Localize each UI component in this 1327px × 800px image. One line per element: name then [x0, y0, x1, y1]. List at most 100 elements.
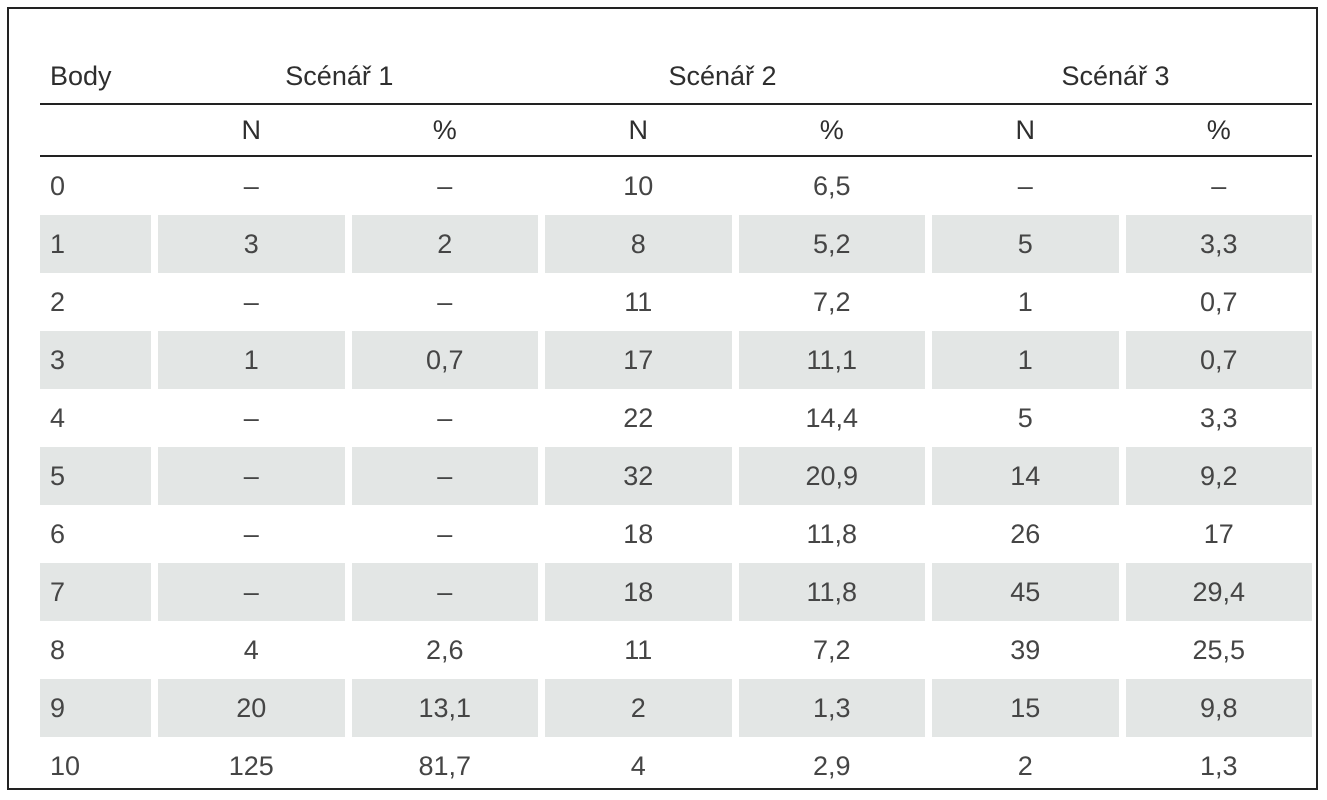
table-cell: –: [1211, 170, 1227, 201]
table-cell: 11,8: [806, 518, 858, 549]
table-cell: 15: [932, 679, 1119, 737]
table-cell: 1: [1017, 286, 1033, 317]
table-cell: 9,2: [1125, 447, 1313, 505]
subheader-empty: [40, 105, 151, 155]
table-cell: 4: [243, 634, 259, 665]
table-cell: –: [243, 170, 259, 201]
table-row: 5– –32 20,9 14 9,2: [40, 447, 1313, 505]
table-cell: –: [158, 447, 345, 505]
table-cell: 3,3: [1199, 402, 1238, 433]
table-cell-body: 0: [50, 170, 66, 201]
table-row: 6 – – 18 11,8 26 17: [40, 505, 1312, 563]
table-cell: 8: [545, 215, 732, 273]
table-cell: 14: [932, 447, 1119, 505]
subheader-n: N: [628, 114, 649, 145]
table-cell: 81,7: [418, 750, 472, 781]
table-cell: 17: [545, 331, 732, 389]
table-cell: 11: [624, 634, 653, 665]
table-cell: 26: [1010, 518, 1041, 549]
table-cell-body: 8: [50, 634, 66, 665]
table-cell-body: 4: [50, 402, 66, 433]
table-cell: 125: [228, 750, 274, 781]
table-cell: 14,4: [805, 402, 859, 433]
table-row: 4 – – 22 14,4 5 3,3: [40, 389, 1312, 447]
table-cell: 0,7: [1125, 331, 1313, 389]
table-row: 7– –18 11,8 45 29,4: [40, 563, 1313, 621]
table-cell: –: [437, 518, 453, 549]
table-cell: 32: [545, 447, 732, 505]
table-cell: –: [351, 563, 539, 621]
table-cell: 2,9: [812, 750, 851, 781]
table-cell: 11,8: [738, 563, 926, 621]
table-cell: 7,2: [812, 634, 851, 665]
table-cell: 6,5: [812, 170, 851, 201]
table-cell: –: [158, 563, 345, 621]
subheader-percent: %: [819, 114, 844, 145]
table-cell: 45: [932, 563, 1119, 621]
table-cell: 5,2: [738, 215, 926, 273]
table-cell: –: [437, 286, 453, 317]
table-cell: 1: [932, 331, 1119, 389]
subheader-n: N: [241, 114, 262, 145]
header-scenario-3: Scénář 3: [1061, 60, 1170, 91]
table-cell: 13,1: [351, 679, 539, 737]
table-subheader-row: N % N % N %: [40, 105, 1312, 157]
table-cell: 1: [158, 331, 345, 389]
table-cell: –: [437, 402, 453, 433]
table-cell: 18: [545, 563, 732, 621]
table-row: 0 – – 10 6,5 – –: [40, 157, 1312, 215]
table-row: 8 4 2,6 11 7,2 39 25,5: [40, 621, 1312, 679]
table-cell-body: 9: [40, 679, 152, 737]
table-cell: 22: [623, 402, 654, 433]
table-header-groups: Body Scénář 1 Scénář 2 Scénář 3: [40, 49, 1312, 105]
table-cell: 4: [630, 750, 646, 781]
table-row: 1 3 2 8 5,2 5 3,3: [40, 215, 1313, 273]
table-cell: 18: [623, 518, 654, 549]
table-cell: 17: [1203, 518, 1234, 549]
table-cell: 2: [545, 679, 732, 737]
table-cell: 20: [158, 679, 345, 737]
table-cell: 7,2: [812, 286, 851, 317]
subheader-percent: %: [432, 114, 457, 145]
table-cell-body: 10: [50, 750, 81, 781]
data-table: Body Scénář 1 Scénář 2 Scénář 3 N % N % …: [40, 49, 1313, 795]
table-cell: 5: [932, 215, 1119, 273]
subheader-n: N: [1015, 114, 1036, 145]
table-row: 2 – – 11 7,2 1 0,7: [40, 273, 1312, 331]
table-frame: Body Scénář 1 Scénář 2 Scénář 3 N % N % …: [7, 7, 1318, 790]
table-cell: 5: [1017, 402, 1033, 433]
table-row: 3 1 0,7 17 11,1 1 0,7: [40, 331, 1313, 389]
table-cell-body: 7: [40, 563, 152, 621]
table-cell: 10: [623, 170, 654, 201]
table-cell: –: [437, 170, 453, 201]
table-cell-body: 2: [50, 286, 66, 317]
header-scenario-2: Scénář 2: [668, 60, 777, 91]
table-cell: 11,1: [738, 331, 926, 389]
table-cell: 11: [624, 286, 653, 317]
table-cell: 1,3: [1199, 750, 1238, 781]
table-cell: –: [243, 286, 259, 317]
header-body: Body: [50, 60, 112, 91]
table-cell: 29,4: [1125, 563, 1313, 621]
table-cell: –: [1017, 170, 1033, 201]
table-cell-body: 5: [40, 447, 152, 505]
table-cell-body: 3: [40, 331, 152, 389]
subheader-percent: %: [1206, 114, 1231, 145]
table-row: 9 20 13,1 2 1,3 15 9,8: [40, 679, 1313, 737]
table-cell: 2: [351, 215, 539, 273]
table-cell: 20,9: [738, 447, 926, 505]
table-cell: 25,5: [1192, 634, 1246, 665]
table-body: 0– –10 6,5– –1 3 2 8 5,2 5 3,3 2– –11 7,2 1 0,7 3 1 0,7 17…: [40, 157, 1313, 795]
table-cell: 0,7: [1199, 286, 1238, 317]
table-cell: –: [351, 447, 539, 505]
table-cell: –: [243, 402, 259, 433]
table-cell: 9,8: [1125, 679, 1313, 737]
table-cell: 3,3: [1125, 215, 1313, 273]
table-cell-body: 1: [40, 215, 152, 273]
table-cell: 3: [158, 215, 345, 273]
table-row: 10 125 81,7 4 2,9 2 1,3: [40, 737, 1312, 795]
header-scenario-1: Scénář 1: [285, 60, 394, 91]
table-cell-body: 6: [50, 518, 66, 549]
table-cell: 0,7: [351, 331, 539, 389]
table-cell: 1,3: [738, 679, 926, 737]
